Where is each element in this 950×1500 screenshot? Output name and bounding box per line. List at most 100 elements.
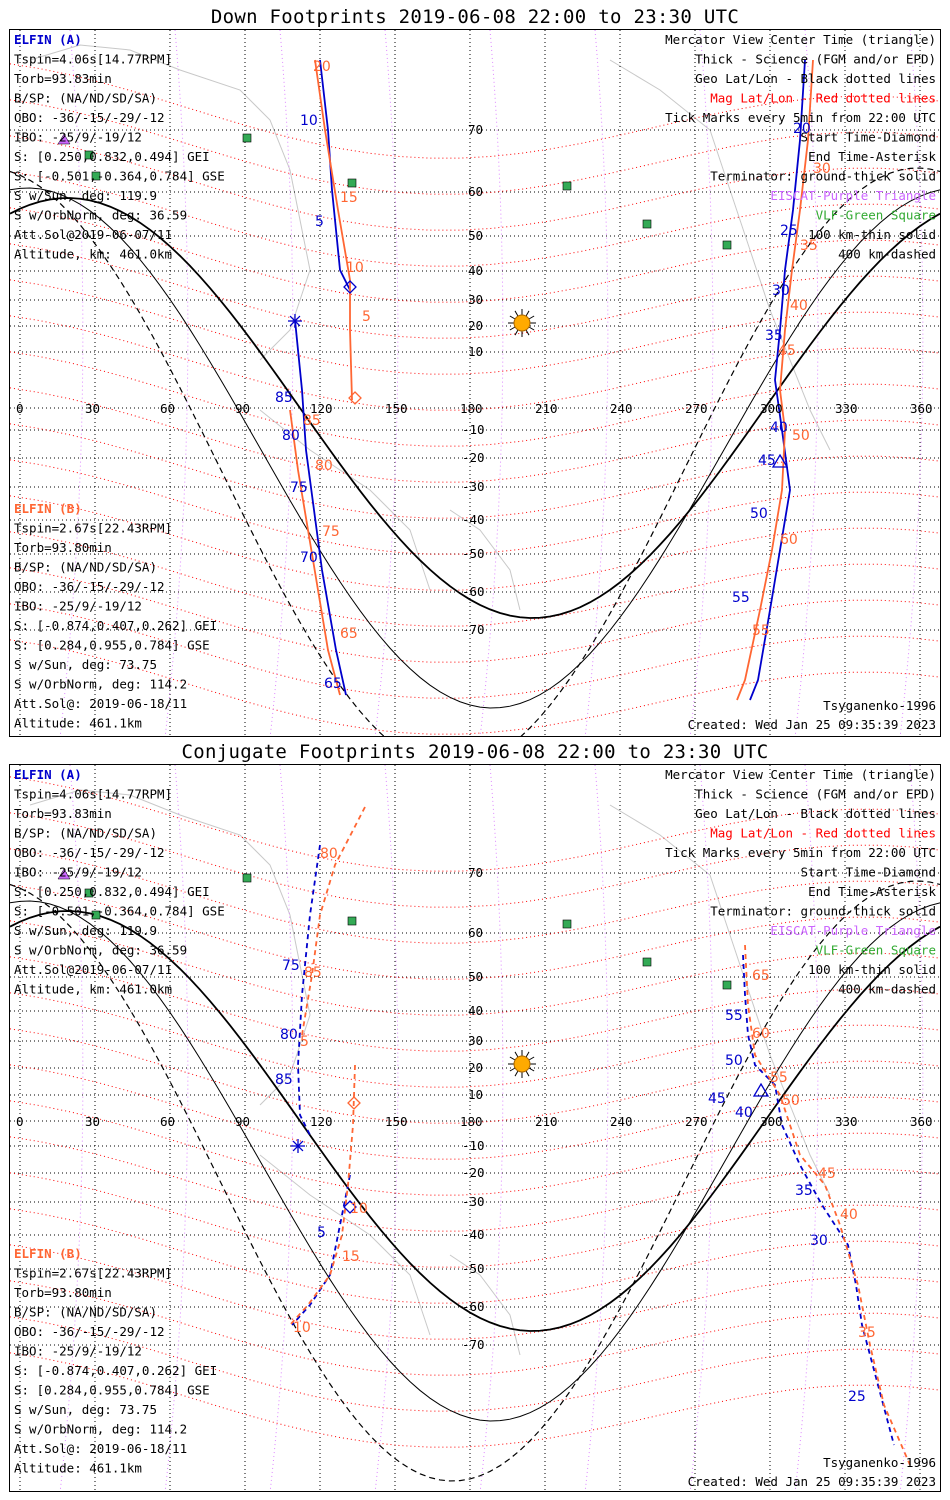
terminator-100km	[10, 900, 940, 1422]
lat-tick-label: -20	[462, 450, 485, 465]
mag-parallel-curve	[10, 531, 940, 627]
elfin-b-tick-label: 15	[340, 190, 358, 206]
mag-meridian-curve	[374, 30, 399, 736]
lon-tick-label: 30	[85, 1114, 100, 1129]
elfin-b-info-line: S w/OrbNorm, deg: 114.2	[14, 1422, 187, 1437]
elfin-a-tick-label: 40	[735, 1105, 753, 1121]
created-timestamp: Created: Wed Jan 25 09:35:39 2023	[688, 717, 936, 732]
sun-ray	[525, 329, 530, 336]
axis-labels: 0 30 60 90 120 150 180 210 240 270 300 330 360 70 60 50…	[16, 122, 933, 637]
elfin-a-info-line: S: [-0.501,-0.364,0.784] GSE	[14, 904, 225, 919]
vlf-square	[242, 873, 252, 883]
sun-ray	[514, 310, 519, 317]
lon-tick-label: 0	[16, 1114, 24, 1129]
mag-meridian-curve	[479, 30, 504, 736]
elfin-a-tick-label: 25	[848, 1389, 866, 1405]
mag-parallel-curve	[10, 920, 940, 1016]
conjugate-footprints-panel: 75 80 85 5 55 50 45 40 35 30 25 80 85 5 10 15 10 65 60 55 50…	[9, 764, 941, 1492]
elfin-b-tick-label: 55	[770, 1070, 788, 1086]
elfin-a-info-line: IBO: -25/9/-19/12	[14, 130, 142, 145]
legend-entry: Geo Lat/Lon - Black dotted lines	[695, 71, 936, 86]
vlf-square	[347, 178, 357, 188]
elfin-b-info-line: Att.Sol@: 2019-06-18/11	[14, 696, 187, 711]
lat-tick-label: 70	[468, 865, 483, 880]
sun-ray	[514, 1070, 519, 1077]
elfin-a-tick-label: 30	[810, 1233, 828, 1249]
elfin-b-tick-label: 5	[300, 1034, 309, 1050]
elfin-b-info-line: OBO: -36/-15/-29/-12	[14, 1324, 165, 1339]
mag-parallel-curve	[10, 848, 940, 944]
legend-entry: End Time-Asterisk	[808, 884, 936, 899]
model-name: Tsyganenko-1996	[823, 1455, 936, 1470]
elfin-b-tick-labels: 20 15 10 5 85 80 75 60 55 50 45 40 35 30 65	[303, 59, 831, 642]
elfin-a-info-line: Torb=93.83min	[14, 71, 112, 86]
lon-tick-label: 60	[160, 1114, 175, 1129]
elfin-b-tick-label: 35	[800, 238, 818, 254]
lon-tick-label: 330	[835, 401, 858, 416]
axis-labels: 0 30 60 90 120 150 180 210 240 270 300 330 360 70 60 50…	[16, 865, 933, 1352]
elfin-b-name: ELFIN (B)	[14, 501, 82, 516]
elfin-b-tick-label: 45	[778, 343, 796, 359]
elfin-b-info-line: Tspin=2.67s[22.43RPM]	[14, 1266, 172, 1281]
legend-entry: End Time-Asterisk	[808, 149, 936, 164]
elfin-a-tick-label: 5	[315, 214, 324, 230]
lon-tick-label: 300	[760, 401, 783, 416]
down-footprints-panel: 10 5 85 80 75 70 65 20 25 30 35 40 45 50 55 20 15 10 5 85 80…	[9, 29, 941, 737]
elfin-a-tick-label: 85	[275, 390, 293, 406]
eiscat-triangle	[57, 868, 71, 880]
elfin-a-info-line: S w/OrbNorm, deg: 36.59	[14, 208, 187, 223]
legend-entry: Tick Marks every 5min from 22:00 UTC	[665, 845, 936, 860]
vlf-square	[242, 133, 252, 143]
mag-parallel-curve	[10, 243, 940, 339]
elfin-b-info-line: B/SP: (NA/ND/SD/SA)	[14, 1305, 157, 1320]
elfin-a-info-line: S: [0.250,0.832,0.494] GEI	[14, 884, 210, 899]
mag-parallel-curve	[10, 1352, 940, 1448]
terminator-100km	[10, 187, 940, 709]
elfin-b-tick-label: 75	[322, 524, 340, 540]
elfin-a-tick-label: 45	[708, 1091, 726, 1107]
vlf-square	[722, 240, 732, 250]
elfin-a-tick-label: 35	[795, 1183, 813, 1199]
elfin-a-info-line: S w/OrbNorm, deg: 36.59	[14, 943, 187, 958]
mag-parallel-curve	[10, 351, 940, 447]
mag-parallel-curve	[10, 603, 940, 699]
elfin-b-tick-label: 55	[752, 623, 770, 639]
elfin-a-track	[749, 59, 806, 701]
elfin-b-tick-label: 35	[858, 1325, 876, 1341]
elfin-b-info: ELFIN (B) Tspin=2.67s[22.43RPM] Torb=93.80…	[14, 1246, 217, 1476]
mag-meridian-curve	[689, 30, 714, 736]
legend-entry: Tick Marks every 5min from 22:00 UTC	[665, 110, 936, 125]
lat-tick-label: 10	[468, 1087, 483, 1102]
elfin-b-tick-label: 60	[752, 1026, 770, 1042]
elfin-a-info-line: Altitude, km: 461.0km	[14, 982, 172, 997]
elfin-b-name: ELFIN (B)	[14, 1246, 82, 1261]
lat-tick-label: 70	[468, 122, 483, 137]
mag-parallel-curve	[10, 279, 940, 375]
mag-meridian-curve	[899, 765, 924, 1491]
lon-tick-label: 180	[460, 401, 483, 416]
elfin-b-tick-label: 85	[304, 965, 322, 981]
vlf-square	[642, 957, 652, 967]
legend-entry: Mercator View Center Time (triangle)	[665, 32, 936, 47]
vlf-square	[722, 980, 732, 990]
elfin-b-track	[314, 59, 353, 401]
lat-tick-label: -60	[462, 1299, 485, 1314]
lat-tick-label: 20	[468, 1060, 483, 1075]
lat-tick-label: -50	[462, 1261, 485, 1276]
elfin-a-track	[319, 59, 351, 291]
lon-tick-label: 120	[310, 1114, 333, 1129]
elfin-a-tick-label: 5	[317, 1225, 326, 1241]
sun-ray	[509, 1067, 516, 1072]
elfin-b-tick-label: 10	[293, 1320, 311, 1336]
mag-parallel-curve	[10, 776, 940, 872]
sun-icon	[508, 1050, 536, 1078]
lon-tick-label: 300	[760, 1114, 783, 1129]
elfin-a-info-line: OBO: -36/-15/-29/-12	[14, 845, 165, 860]
mag-parallel-curve	[10, 1244, 940, 1340]
elfin-a-start-diamond	[343, 280, 357, 294]
lon-tick-label: 210	[535, 1114, 558, 1129]
mag-parallel-curve	[10, 207, 940, 303]
lat-tick-label: -10	[462, 422, 485, 437]
lat-tick-label: 40	[468, 1003, 483, 1018]
elfin-a-tick-label: 55	[725, 1008, 743, 1024]
